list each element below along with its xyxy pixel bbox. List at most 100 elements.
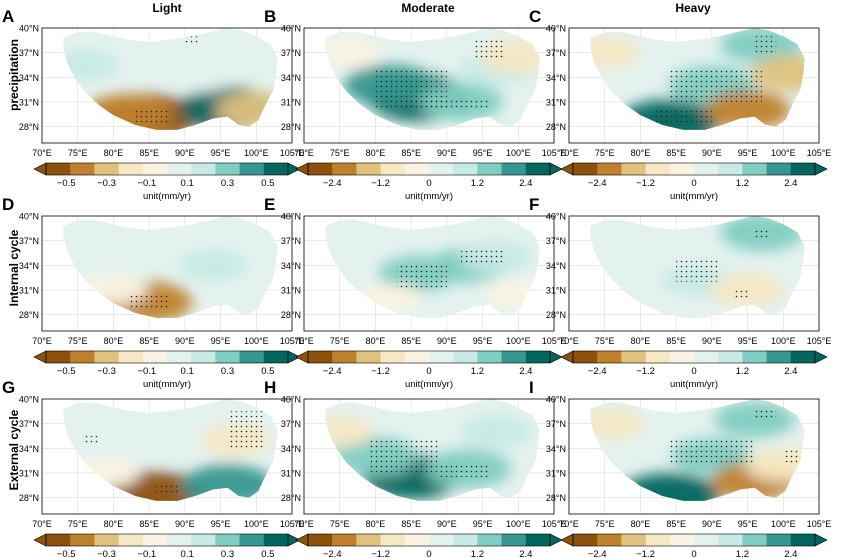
- colorbar-segment: [621, 163, 646, 175]
- x-tick-label: 105°E: [542, 148, 567, 158]
- colorbar-tick-label: −1.2: [636, 549, 655, 558]
- y-tick-label: 34°N: [19, 444, 39, 454]
- x-tick-label: 85°E: [401, 336, 421, 346]
- colorbar-unit-label: unit(mm/yr): [405, 379, 453, 390]
- colorbar-segment: [239, 163, 265, 175]
- panel-frame: [41, 215, 293, 332]
- x-tick-label: 105°E: [280, 148, 305, 158]
- colorbar-tick-label: −1.2: [636, 178, 655, 189]
- colorbar-segment: [263, 351, 289, 363]
- colorbar-segment: [118, 351, 144, 363]
- colorbar-segment: [239, 534, 265, 546]
- column-title-heavy: Heavy: [675, 1, 711, 15]
- x-tick-label: 95°E: [211, 336, 231, 346]
- significance-stipple: [439, 464, 490, 478]
- colorbar-segment: [70, 163, 95, 175]
- colorbar-tick-label: −0.3: [97, 366, 116, 377]
- colorbar-frame: [572, 350, 816, 364]
- colorbar-segment: [718, 163, 743, 175]
- colorbar-segment: [167, 534, 192, 546]
- x-tick-label: 90°E: [702, 148, 722, 158]
- colorbar-segment: [46, 163, 71, 175]
- anomaly-blob: [165, 62, 233, 93]
- colorbar-segment: [404, 534, 430, 546]
- colorbar-frame: [45, 350, 289, 364]
- colorbar-segment: [669, 351, 695, 363]
- colorbar-segment: [70, 534, 95, 546]
- colorbar-tick-label: 2.4: [784, 366, 797, 377]
- x-tick-label: 100°E: [771, 336, 796, 346]
- colorbar-segment: [718, 351, 743, 363]
- panel-frame: [41, 27, 293, 144]
- x-tick-label: 70°E: [294, 336, 314, 346]
- column-title-moderate: Moderate: [401, 1, 455, 15]
- y-tick-label: 40°N: [281, 212, 301, 222]
- colorbar-segment: [477, 351, 502, 363]
- significance-stipple: [676, 257, 719, 282]
- panel-frame: [568, 27, 820, 144]
- significance-stipple: [754, 228, 769, 241]
- x-tick-label: 90°E: [175, 148, 195, 158]
- colorbar-segment: [215, 534, 240, 546]
- colorbar-arrow-left: [33, 162, 47, 176]
- colorbar: −2.4 −1.2 0 1.2 2.4 unit(mm/yr): [295, 162, 563, 202]
- colorbar: −2.4 −1.2 0 1.2 2.4 unit(mm/yr): [295, 350, 563, 390]
- colorbar-arrow-left: [560, 350, 574, 364]
- colorbar-segment: [573, 351, 598, 363]
- colorbar-tick-label: −0.1: [137, 178, 156, 189]
- y-tick-label: 37°N: [19, 48, 39, 58]
- x-tick-label: 85°E: [666, 148, 686, 158]
- colorbar-segment: [525, 351, 551, 363]
- x-tick-label: 95°E: [738, 148, 758, 158]
- y-tick-label: 28°N: [19, 122, 39, 132]
- x-tick-label: 95°E: [473, 148, 493, 158]
- anomaly-blob: [325, 37, 381, 68]
- colorbar-arrow-right: [549, 350, 563, 364]
- colorbar-segment: [501, 351, 527, 363]
- panel-letter-a: A: [2, 7, 14, 26]
- colorbar-tick-label: 0: [691, 366, 696, 377]
- colorbar-arrow-left: [33, 533, 47, 547]
- y-tick-label: 34°N: [19, 261, 39, 271]
- colorbar-tick-label: −0.3: [97, 549, 116, 558]
- colorbar-tick-label: 0: [691, 178, 696, 189]
- column-title-light: Light: [152, 1, 181, 15]
- colorbar-tick-label: −2.4: [588, 366, 607, 377]
- colorbar-segment: [404, 163, 430, 175]
- colorbar-segment: [525, 534, 551, 546]
- x-tick-label: 105°E: [280, 519, 305, 529]
- colorbar-tick-label: 2.4: [519, 178, 532, 189]
- colorbar-segment: [308, 534, 333, 546]
- x-tick-label: 75°E: [68, 336, 88, 346]
- map-panel-b: B 40°N 37°N 34°N 31°N 28°N 70°E 75°E 80°E 85°E 90°…: [264, 7, 566, 202]
- panel-frame: [568, 215, 820, 332]
- panel-frame: [303, 398, 555, 515]
- y-tick-label: 34°N: [546, 73, 566, 83]
- x-tick-label: 80°E: [631, 148, 651, 158]
- y-tick-label: 31°N: [546, 468, 566, 478]
- significance-stipple: [184, 36, 200, 45]
- x-tick-label: 105°E: [280, 336, 305, 346]
- colorbar-tick-label: 0.1: [181, 178, 194, 189]
- colorbar-arrow-left: [560, 162, 574, 176]
- colorbar-segment: [453, 351, 478, 363]
- colorbar-tick-label: 2.4: [519, 549, 532, 558]
- x-tick-label: 80°E: [366, 336, 386, 346]
- colorbar-frame: [307, 350, 551, 364]
- colorbar-tick-label: −1.2: [371, 366, 390, 377]
- y-tick-label: 34°N: [281, 444, 301, 454]
- colorbar-segment: [167, 163, 192, 175]
- colorbar-segment: [453, 534, 478, 546]
- x-tick-label: 90°E: [437, 519, 457, 529]
- x-tick-label: 95°E: [738, 519, 758, 529]
- colorbar-segment: [790, 534, 816, 546]
- data-field: [325, 216, 540, 318]
- colorbar-tick-label: 1.2: [736, 549, 749, 558]
- x-tick-label: 95°E: [473, 519, 493, 529]
- colorbar-tick-label: 0.5: [261, 178, 274, 189]
- colorbar-tick-label: 2.4: [519, 366, 532, 377]
- x-tick-label: 75°E: [68, 148, 88, 158]
- anomaly-blob: [590, 408, 647, 440]
- x-tick-label: 75°E: [330, 519, 350, 529]
- x-tick-label: 70°E: [559, 336, 579, 346]
